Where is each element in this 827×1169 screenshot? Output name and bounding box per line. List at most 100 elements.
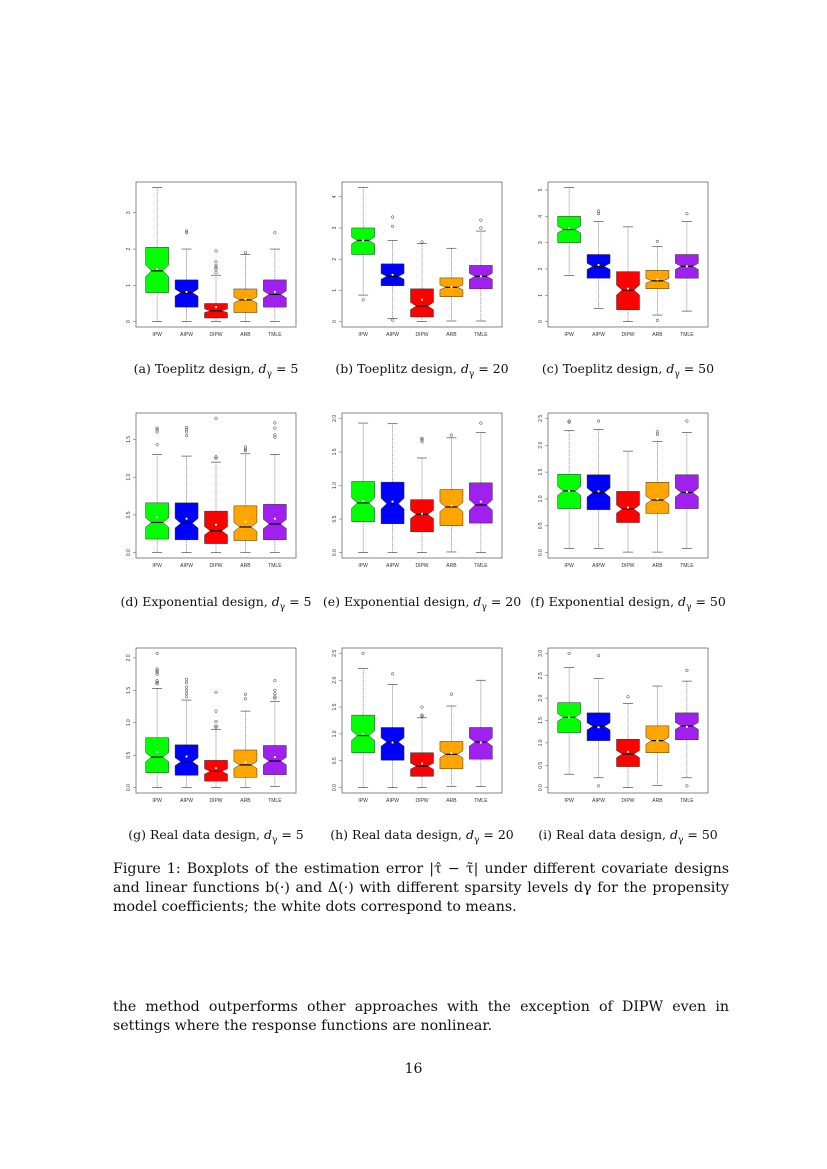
- box-tmle: [469, 218, 493, 322]
- mean-dot: [244, 761, 247, 764]
- subcaption-subscript: γ: [481, 602, 487, 613]
- subcaption-label: (c): [541, 361, 559, 376]
- outlier-point: [420, 705, 424, 709]
- outlier-point: [155, 669, 159, 673]
- boxplot-chart: 0.0 0.5 1.0 1.5 2.0 2.5 IPW AIPW DIPW ARB TMLE: [317, 647, 512, 813]
- subcaption-label: (h): [330, 827, 349, 842]
- box-aipw: [586, 654, 611, 788]
- outlier-point: [185, 692, 189, 696]
- outlier-point: [243, 449, 247, 453]
- outlier-point: [449, 433, 453, 437]
- outlier-point: [185, 430, 189, 434]
- mean-dot: [420, 512, 424, 515]
- outlier-point: [273, 695, 277, 699]
- box-ipw: [145, 651, 169, 788]
- plot-frame: [341, 647, 503, 794]
- box-ipw: [351, 422, 375, 553]
- box-dipw: [616, 450, 640, 553]
- box-body: [233, 505, 258, 541]
- outlier-point: [155, 430, 159, 434]
- mean-dot: [273, 756, 276, 759]
- outlier-point: [273, 688, 277, 692]
- plot-frame: [135, 181, 297, 328]
- boxplot-chart: 0 1 2 3 4 IPW AIPW DIPW ARB TMLE: [317, 181, 512, 347]
- outlier-point: [420, 240, 424, 244]
- x-tick-label: IPW: [358, 332, 368, 338]
- subcaption-subscript: γ: [686, 602, 692, 613]
- subcaption-text: Exponential design,: [548, 594, 675, 609]
- mean-dot: [244, 298, 247, 301]
- outlier-point: [273, 692, 277, 696]
- outlier-point: [273, 426, 277, 430]
- boxplot-svg: 0 1 2 3 4 IPW AIPW DIPW ARB TMLE: [332, 181, 503, 338]
- x-tick-label: ARB: [652, 563, 663, 569]
- subcaption-subscript: γ: [674, 369, 680, 380]
- subcaption-subscript: γ: [678, 835, 684, 846]
- y-tick-label: 0.5: [538, 762, 544, 769]
- box-arb: [645, 430, 670, 553]
- mean-dot: [685, 725, 688, 728]
- x-tick-label: DIPW: [621, 798, 634, 804]
- box-aipw: [380, 423, 405, 553]
- box-aipw: [174, 229, 199, 322]
- box-aipw: [380, 215, 405, 322]
- box-tmle: [263, 231, 287, 322]
- outlier-point: [655, 239, 659, 243]
- plot-frame: [547, 181, 709, 328]
- outlier-point: [597, 784, 601, 788]
- x-tick-label: DIPW: [209, 798, 222, 804]
- outlier-point: [185, 231, 189, 235]
- y-tick-label: 2.5: [538, 415, 544, 422]
- outlier-point: [391, 224, 395, 228]
- outlier-point: [185, 229, 189, 233]
- outlier-point: [655, 318, 659, 322]
- outlier-point: [273, 421, 277, 425]
- y-tick-label: 0.0: [126, 784, 132, 791]
- box-aipw: [174, 677, 199, 788]
- box-body: [174, 502, 199, 541]
- x-tick-label: DIPW: [415, 563, 428, 569]
- mean-dot: [391, 273, 394, 276]
- outlier-point: [479, 226, 483, 230]
- y-tick-label: 2.0: [332, 415, 338, 422]
- subcaption-variable: d: [473, 594, 482, 609]
- subcaption-variable: d: [666, 361, 675, 376]
- y-tick-label: 2.5: [538, 672, 544, 679]
- x-tick-label: ARB: [240, 563, 251, 569]
- mean-dot: [391, 500, 394, 503]
- y-tick-label: 0.5: [126, 752, 132, 759]
- box-tmle: [675, 668, 699, 788]
- outlier-point: [214, 263, 218, 267]
- outlier-point: [214, 719, 218, 724]
- x-tick-label: DIPW: [415, 332, 428, 338]
- outlier-point: [361, 298, 365, 302]
- mean-dot: [656, 278, 659, 281]
- y-tick-label: 1.0: [332, 482, 338, 489]
- box-body: [263, 279, 287, 308]
- mean-dot: [656, 497, 659, 501]
- boxplot-svg: 0 1 2 3 4 5 IPW AIPW DIPW ARB TMLE: [538, 181, 709, 338]
- outlier-point: [185, 681, 189, 685]
- outlier-point: [420, 440, 424, 444]
- box-aipw: [380, 672, 405, 788]
- outlier-point: [597, 419, 601, 423]
- y-tick-label: 1.5: [538, 468, 544, 475]
- mean-dot: [568, 716, 571, 719]
- mean-dot: [479, 275, 482, 278]
- outlier-point: [597, 654, 601, 658]
- outlier-point: [391, 215, 395, 219]
- box-body: [174, 279, 199, 308]
- outlier-point: [185, 428, 189, 432]
- y-tick-label: 0: [126, 320, 132, 323]
- x-tick-label: DIPW: [415, 798, 428, 804]
- x-tick-label: TMLE: [268, 798, 282, 804]
- box-dipw: [204, 690, 228, 788]
- box-arb: [645, 239, 670, 322]
- box-body: [145, 737, 169, 773]
- page-number: 16: [404, 1061, 423, 1077]
- body-paragraph: the method outperforms other approaches …: [113, 999, 729, 1034]
- x-tick-label: AIPW: [386, 563, 399, 569]
- box-body: [616, 271, 640, 311]
- outlier-point: [155, 428, 159, 432]
- y-tick-label: 2: [332, 258, 338, 261]
